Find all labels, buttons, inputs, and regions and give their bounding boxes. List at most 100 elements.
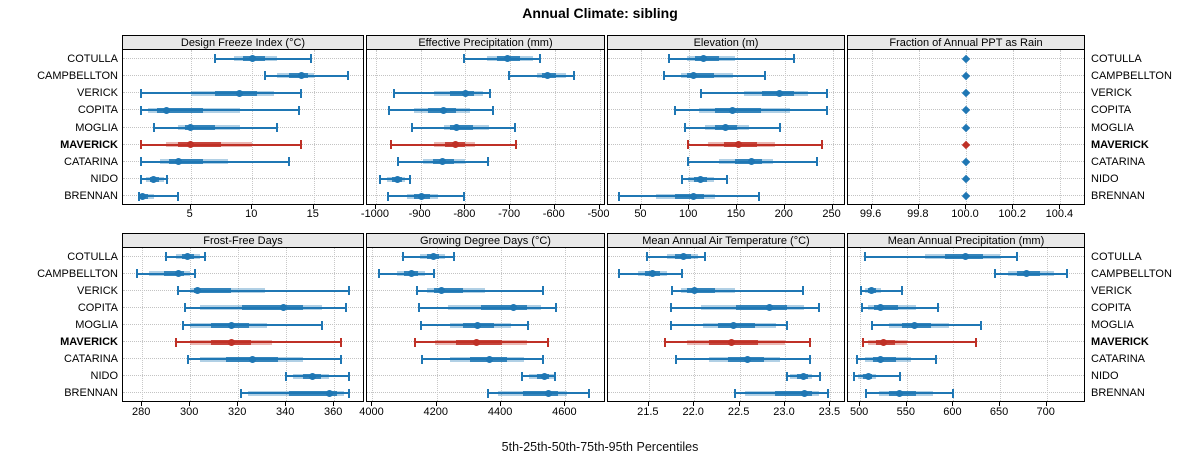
axis-tick [735, 205, 737, 209]
axis-tick-label: 15 [306, 208, 319, 220]
whisker-cap [492, 105, 495, 115]
band-core [735, 305, 787, 311]
axis-tick [831, 205, 833, 209]
vgridline [372, 248, 374, 401]
axis-tick [693, 402, 695, 406]
station-label-left-verick: VERICK [77, 87, 118, 100]
median-dot [700, 55, 708, 63]
whisker-cap [704, 252, 707, 262]
whisker-cap [413, 337, 416, 347]
median-dot [543, 72, 551, 80]
whisker-cap [646, 252, 649, 262]
median-diamond [961, 140, 971, 149]
median-diamond [961, 192, 971, 201]
whisker-cap [1015, 252, 1018, 262]
whisker-cap [763, 71, 766, 81]
median-dot [697, 175, 705, 183]
axis-tick [917, 205, 919, 209]
whisker-cap [547, 337, 550, 347]
whisker-cap [669, 303, 672, 313]
whisker-5-95 [857, 358, 936, 361]
axis-tick-label: 21.5 [637, 406, 659, 418]
axis-tick-label: 5 [186, 208, 193, 220]
whisker-5-95 [175, 341, 342, 344]
median-diamond [961, 106, 971, 115]
band-core [215, 90, 258, 96]
whisker-cap [340, 337, 343, 347]
axis-tick [189, 205, 191, 209]
axis-tick-label: 10 [245, 208, 258, 220]
whisker-cap [663, 71, 666, 81]
whisker-cap [861, 337, 864, 347]
median-dot [150, 175, 158, 183]
panel-header-growing-degree-days: Growing Degree Days (°C) [366, 233, 605, 248]
whisker-cap [980, 320, 983, 330]
whisker-cap [379, 174, 382, 184]
station-label-left-copita: COPITA [77, 301, 118, 314]
axis-tick-label: 650 [989, 406, 1009, 418]
median-dot [800, 389, 808, 397]
median-dot [879, 338, 887, 346]
vgridline [142, 248, 144, 401]
axis-tick-label: 200 [774, 208, 793, 220]
band-core [169, 159, 203, 165]
whisker-5-95 [178, 289, 349, 292]
axis-tick [333, 402, 335, 406]
whisker-cap [263, 71, 266, 81]
axis-tick [647, 402, 649, 406]
hgridline [123, 255, 363, 257]
axis-tick-label: -900 [408, 208, 431, 220]
panel-header-effective-precipitation: Effective Precipitation (mm) [366, 35, 605, 50]
whisker-5-95 [153, 126, 277, 129]
axis-tick [905, 402, 907, 406]
median-dot [690, 287, 698, 295]
median-dot [865, 372, 873, 380]
vgridline [1046, 248, 1048, 401]
station-label-left-verick: VERICK [77, 284, 118, 297]
station-label-left-brennan: BRENNAN [64, 190, 118, 203]
whisker-cap [165, 252, 168, 262]
median-dot [729, 321, 737, 329]
band-core [774, 390, 812, 396]
median-dot [799, 372, 807, 380]
whisker-5-95 [853, 375, 901, 378]
axis-tick-label: -1000 [360, 208, 390, 220]
band-core [156, 107, 203, 113]
axis-tick [1012, 205, 1014, 209]
band-core [184, 125, 216, 130]
vgridline [641, 50, 643, 204]
panel-header-design-freeze-index: Design Freeze Index (°C) [122, 35, 364, 50]
station-label-left-catarina: CATARINA [64, 155, 118, 168]
whisker-cap [177, 286, 180, 296]
vgridline [313, 50, 315, 204]
station-label-left-copita: COPITA [77, 104, 118, 117]
vgridline [648, 248, 650, 401]
median-diamond [961, 174, 971, 184]
band-core [687, 288, 715, 294]
vgridline [554, 50, 556, 204]
whisker-cap [388, 105, 391, 115]
axis-tick [500, 402, 502, 406]
median-dot [439, 106, 447, 114]
axis-tick-label: 23.5 [818, 406, 841, 418]
whisker-cap [825, 88, 828, 98]
station-label-right-campbellton: CAMPBELLTON [1091, 69, 1172, 82]
median-dot [438, 287, 446, 295]
hgridline [367, 74, 604, 76]
axis-tick [640, 205, 642, 209]
axis-tick [1059, 205, 1061, 209]
band-core [480, 305, 528, 311]
hgridline [123, 195, 363, 197]
whisker-5-95 [664, 74, 765, 77]
band-core [695, 56, 720, 62]
whisker-cap [555, 303, 558, 313]
whisker-cap [514, 123, 517, 132]
whisker-cap [288, 157, 291, 167]
whisker-5-95 [141, 109, 299, 112]
whisker-cap [936, 303, 939, 313]
axis-tick-label: 22.0 [682, 406, 704, 418]
median-dot [867, 287, 875, 295]
whisker-5-95 [669, 57, 795, 60]
whisker-cap [411, 123, 414, 132]
whisker-cap [860, 286, 863, 296]
